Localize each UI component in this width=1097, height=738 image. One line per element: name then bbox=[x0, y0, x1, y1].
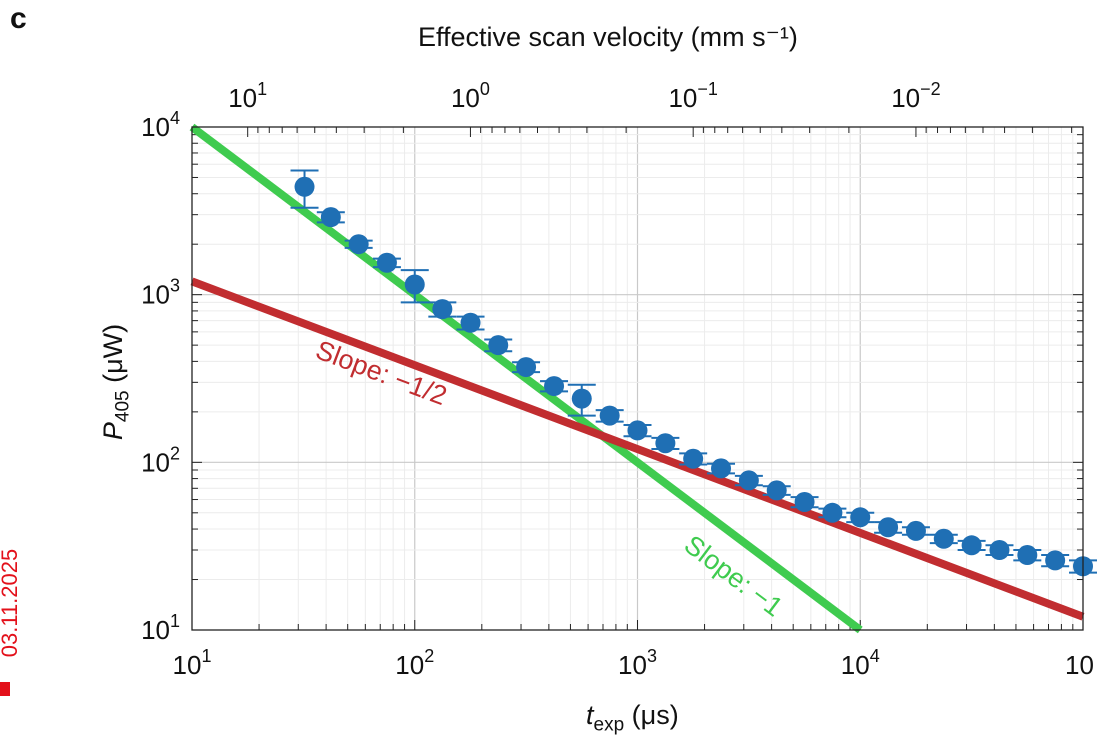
fit-line bbox=[190, 277, 1085, 621]
y-tick-label: 101 bbox=[141, 611, 180, 645]
top-tick-label-exponent: −2 bbox=[920, 79, 941, 99]
plot-frame bbox=[191, 126, 1084, 631]
x-tick-label: 104 bbox=[841, 646, 880, 680]
data-point bbox=[794, 491, 815, 512]
top-tick-label: 100 bbox=[451, 79, 490, 113]
data-point bbox=[488, 335, 509, 356]
fit-lines bbox=[189, 123, 1085, 634]
data-point bbox=[627, 420, 648, 441]
y-tick-label: 103 bbox=[141, 276, 180, 310]
x-axis-label-subscript: exp bbox=[593, 714, 625, 736]
x-tick-label: 101 bbox=[173, 646, 212, 680]
data-point bbox=[766, 480, 787, 501]
y-tick-label-exponent: 2 bbox=[170, 443, 180, 463]
y-tick-label-base: 10 bbox=[141, 112, 170, 142]
top-tick-label: 10−2 bbox=[891, 79, 940, 113]
data-point bbox=[348, 234, 369, 255]
x-axis-label: texp (μs) bbox=[586, 700, 679, 736]
date-stamp-marker bbox=[0, 682, 10, 696]
top-tick-label-exponent: −1 bbox=[697, 79, 718, 99]
data-point bbox=[961, 535, 982, 556]
x-axis-label-unit: (μs) bbox=[624, 700, 679, 730]
data-point bbox=[571, 388, 592, 409]
top-tick-label-base: 10 bbox=[451, 83, 480, 113]
y-tick-label-exponent: 1 bbox=[170, 611, 180, 631]
data-point bbox=[878, 517, 899, 538]
x-tick-label: 10 bbox=[1065, 650, 1094, 680]
data-point bbox=[1017, 545, 1038, 566]
grid bbox=[192, 127, 1083, 630]
y-tick-label: 102 bbox=[141, 443, 180, 477]
data-point bbox=[933, 528, 954, 549]
top-tick-label-exponent: 0 bbox=[480, 79, 490, 99]
x-tick-label-base: 10 bbox=[173, 650, 202, 680]
x-tick-label: 103 bbox=[618, 646, 657, 680]
data-point bbox=[294, 176, 315, 197]
data-point bbox=[599, 405, 620, 426]
fit-line bbox=[189, 123, 863, 634]
top-tick-label-base: 10 bbox=[891, 83, 920, 113]
data-point bbox=[320, 207, 341, 228]
data-point bbox=[711, 458, 732, 479]
x-tick-label-base: 10 bbox=[1065, 650, 1094, 680]
y-tick-label-base: 10 bbox=[141, 615, 170, 645]
data-point bbox=[683, 448, 704, 469]
y-tick-label-base: 10 bbox=[141, 280, 170, 310]
y-tick-label: 104 bbox=[141, 108, 180, 142]
x-tick-label-exponent: 4 bbox=[870, 646, 880, 666]
y-tick-label-base: 10 bbox=[141, 447, 170, 477]
top-tick-label-base: 10 bbox=[668, 83, 697, 113]
top-tick-label: 101 bbox=[228, 79, 267, 113]
x-tick-label-exponent: 1 bbox=[201, 646, 211, 666]
top-tick-label-exponent: 1 bbox=[257, 79, 267, 99]
top-tick-label: 10−1 bbox=[668, 79, 717, 113]
top-axis-title: Effective scan velocity (mm s⁻¹) bbox=[418, 22, 798, 52]
data-point bbox=[655, 433, 676, 454]
x-tick-label-base: 10 bbox=[395, 650, 424, 680]
x-tick-label-base: 10 bbox=[841, 650, 870, 680]
data-point bbox=[404, 274, 425, 295]
data-point bbox=[905, 520, 926, 541]
panel-label: c bbox=[10, 2, 27, 35]
y-tick-label-exponent: 4 bbox=[170, 108, 180, 128]
data-point bbox=[850, 507, 871, 528]
x-tick-label: 102 bbox=[395, 646, 434, 680]
data-point bbox=[738, 470, 759, 491]
y-tick-label-exponent: 3 bbox=[170, 276, 180, 296]
data-point bbox=[1045, 550, 1066, 571]
top-tick-label-base: 10 bbox=[228, 83, 257, 113]
data-point bbox=[460, 312, 481, 333]
data-point bbox=[432, 299, 453, 320]
data-point bbox=[989, 540, 1010, 561]
data-point bbox=[544, 376, 565, 397]
data-points bbox=[290, 169, 1097, 577]
x-tick-label-exponent: 3 bbox=[647, 646, 657, 666]
data-point bbox=[376, 252, 397, 273]
x-tick-label-base: 10 bbox=[618, 650, 647, 680]
x-tick-label-exponent: 2 bbox=[424, 646, 434, 666]
data-point bbox=[516, 357, 537, 378]
x-axis-label-symbol: t bbox=[586, 700, 594, 730]
axis-ticks bbox=[192, 127, 1083, 630]
data-point bbox=[822, 502, 843, 523]
